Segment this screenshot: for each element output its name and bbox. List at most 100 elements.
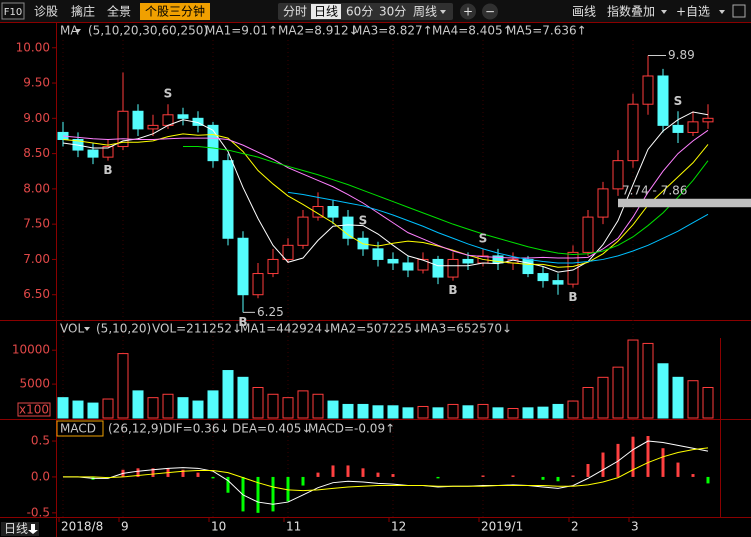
volume-bar (252, 386, 264, 419)
toolbar-item[interactable]: F10 (4, 7, 22, 18)
trade-signal: S (164, 87, 173, 101)
volume-bar (312, 393, 324, 419)
trade-signal: B (103, 163, 112, 177)
period-tab[interactable]: 60分 (346, 5, 373, 19)
volume-bar (402, 407, 414, 419)
down-arrow (28, 524, 38, 534)
trade-signal: B (448, 283, 457, 297)
indicator-box (56, 420, 104, 437)
trade-signal: S (674, 94, 683, 108)
candle-body (612, 160, 624, 190)
candle-body (267, 258, 279, 275)
candle-body (627, 103, 639, 162)
indicator-name: VOL (60, 322, 84, 336)
toolbar-item[interactable]: 画线 (572, 5, 596, 19)
dropdown-arrow (719, 10, 725, 14)
volume-bar (237, 376, 249, 419)
y-tick-label: 6.50 (23, 287, 50, 301)
x-tick-label: 3 (631, 520, 639, 534)
indicator-params: (26,12,9) (108, 422, 163, 436)
zoom-in[interactable]: + (463, 5, 473, 19)
unit-label: x100 (19, 403, 49, 417)
candle-body (102, 146, 114, 158)
volume-bar (447, 403, 459, 419)
legend-entry: MA1=442924↓ (240, 322, 332, 336)
f10-box[interactable] (1, 2, 25, 20)
volume-bar (57, 397, 69, 419)
unit-box (17, 402, 51, 417)
range-label: 7.74 - 7.86 (622, 183, 687, 197)
legend-entry: DEA=0.405↓ (232, 422, 312, 436)
x-tick-label: 9 (121, 520, 129, 534)
volume-bar (147, 397, 159, 419)
candle-body (642, 75, 654, 105)
volume-bar (432, 407, 444, 419)
candle-body (222, 160, 234, 239)
period-tab[interactable]: 30分 (379, 5, 406, 19)
volume-bar (162, 393, 174, 419)
indicator-name: MA (60, 24, 79, 38)
period-button[interactable] (1, 522, 39, 536)
ma-line (62, 129, 709, 259)
trade-signal: S (359, 214, 368, 228)
candle-body (177, 114, 189, 119)
dropdown-arrow (440, 10, 446, 14)
candle-body (87, 149, 99, 158)
period-tab[interactable]: 日线 (314, 5, 338, 19)
indicator-params: (5,10,20) (96, 322, 151, 336)
candle-body (432, 258, 444, 278)
candle-body (417, 258, 429, 271)
candle-body (537, 273, 549, 282)
x-tick-label: 2019/1 (481, 520, 523, 534)
candle-body (297, 216, 309, 246)
zoom-button[interactable] (482, 3, 498, 20)
candle-body (492, 255, 504, 264)
ma-line (287, 191, 709, 264)
layout-icon[interactable] (732, 4, 746, 18)
volume-bar (192, 400, 204, 419)
period-tab[interactable]: 周线 (413, 5, 437, 19)
volume-bar (492, 407, 504, 419)
plot-area (63, 436, 710, 513)
plot-area (57, 55, 714, 313)
indicator-name: MACD (60, 422, 96, 436)
toolbar-item[interactable]: 擒庄 (71, 4, 95, 19)
toolbar-item[interactable]: 个股三分钟 (145, 4, 205, 19)
toolbar-item[interactable]: 全景 (107, 4, 131, 19)
period-button-label[interactable]: 日线 (4, 522, 28, 536)
plot-area (57, 339, 714, 419)
zoom-button[interactable] (460, 3, 476, 20)
candle-body (657, 75, 669, 126)
y-tick-label: 9.00 (23, 111, 50, 125)
toolbar-item[interactable]: 诊股 (34, 5, 58, 19)
candle-body (282, 244, 294, 260)
toolbar-item[interactable]: +自选 (676, 5, 710, 19)
legend-entry: MACD=-0.09↑ (308, 422, 395, 436)
toolbar-item[interactable]: 指数叠加 (607, 4, 655, 19)
volume-bar (522, 407, 534, 419)
volume-bar (357, 403, 369, 419)
trade-signal: S (479, 231, 488, 245)
candle-body (687, 121, 699, 133)
zoom-out[interactable]: − (485, 5, 495, 19)
y-tick-label: -0.5 (27, 505, 50, 519)
legend-entry: MA3=8.827↑ (352, 24, 433, 38)
volume-bar (702, 386, 714, 419)
volume-bar (477, 403, 489, 419)
macd-line (63, 440, 709, 505)
candle-body (147, 124, 159, 130)
feature-button[interactable] (140, 3, 210, 20)
candle-body (312, 206, 324, 218)
dropdown-arrow (661, 10, 667, 14)
legend-entry: MA1=9.01↑ (205, 24, 278, 38)
period-tab[interactable]: 分时 (283, 5, 307, 19)
candle-body (702, 117, 714, 123)
candle-body (447, 258, 459, 278)
dropdown-arrow (84, 327, 90, 331)
volume-bar (282, 397, 294, 419)
volume-bar (267, 393, 279, 419)
y-tick-label: 10000 (12, 343, 50, 357)
candle-body (597, 188, 609, 218)
volume-bar (372, 405, 384, 419)
y-tick-label: 9.50 (23, 76, 50, 90)
